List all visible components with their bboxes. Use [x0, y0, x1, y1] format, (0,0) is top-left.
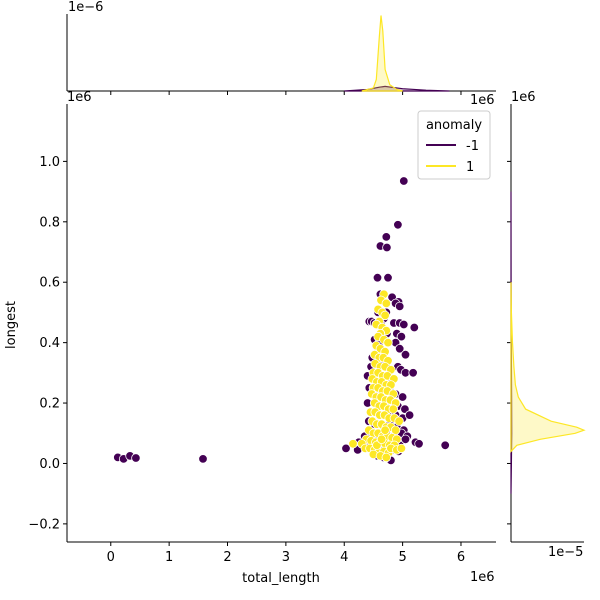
y-tick-label: 0.6: [39, 276, 60, 291]
scatter-point-anomaly-1: [376, 434, 387, 445]
y-tick-label: −0.2: [28, 517, 60, 532]
scatter-point-anomaly-neg1: [341, 443, 351, 454]
x-tick-label: 5: [398, 550, 406, 565]
scatter-point-anomaly-neg1: [383, 273, 393, 283]
right-marginal-kde: [507, 104, 586, 543]
y-tick-label: 0.4: [39, 336, 60, 351]
scatter-point-anomaly-neg1: [382, 242, 392, 253]
x-tick-label: 4: [340, 550, 348, 565]
scatter-point-anomaly-neg1: [404, 410, 415, 420]
x-tick-label: 2: [223, 550, 231, 565]
scatter-point-anomaly-neg1: [414, 439, 424, 449]
top-marginal-offset-label: 1e−6: [68, 0, 103, 15]
y-tick-label: 0.0: [39, 457, 60, 472]
scatter-point-anomaly-neg1: [395, 301, 405, 312]
scatter-point-anomaly-neg1: [198, 454, 208, 464]
x-offset-label-top: 1e6: [470, 93, 495, 108]
scatter-point-anomaly-neg1: [408, 368, 418, 378]
legend-label-anomaly-neg1: -1: [466, 139, 479, 154]
x-axis-label: total_length: [242, 571, 320, 586]
scatter-point-anomaly-neg1: [372, 273, 383, 283]
y-axis-label: longest: [4, 301, 19, 349]
x-tick-label: 0: [107, 550, 115, 565]
scatter-point-anomaly-neg1: [399, 176, 409, 186]
right-marginal-offset-label: 1e−5: [548, 545, 583, 560]
legend-label-anomaly-1: 1: [466, 160, 474, 175]
x-tick-label: 6: [457, 550, 465, 565]
scatter-point-anomaly-neg1: [399, 319, 409, 330]
scatter-point-anomaly-1: [380, 310, 390, 321]
scatter-point-anomaly-1: [381, 452, 392, 463]
scatter-point-anomaly-1: [388, 404, 399, 414]
main-scatter-plot: 0 1 2 3 4 5 6 −0.2 0.0 0.2 0.4 0.6 0.8 1.0: [28, 104, 496, 565]
scatter-point-anomaly-1: [390, 425, 401, 435]
top-marginal-kde: [66, 14, 496, 95]
x-tick-label: 1: [165, 550, 173, 565]
x-offset-label: 1e6: [470, 570, 495, 585]
scatter-point-anomaly-neg1: [440, 440, 450, 451]
scatter-point-anomaly-neg1: [395, 344, 405, 354]
legend-title: anomaly: [426, 118, 482, 133]
right-kde-anomaly-1: [510, 282, 586, 453]
scatter-point-anomaly-neg1: [400, 350, 411, 360]
scatter-point-anomaly-1: [380, 425, 390, 435]
scatter-point-anomaly-neg1: [131, 453, 141, 463]
x-tick-label: 3: [282, 550, 290, 565]
scatter-point-anomaly-1: [396, 443, 407, 454]
right-marginal-top-label: 1e6: [511, 90, 536, 105]
scatter-point-anomaly-1: [348, 439, 358, 449]
y-offset-label: 1e6: [67, 90, 92, 105]
scatter-point-anomaly-1: [383, 337, 393, 348]
scatter-point-anomaly-neg1: [397, 392, 408, 402]
top-kde-anomaly-1: [361, 15, 403, 92]
y-tick-label: 1.0: [39, 155, 60, 170]
scatter-point-anomaly-neg1: [409, 322, 420, 333]
scatter-point-anomaly-1: [394, 416, 404, 426]
y-tick-label: 0.8: [39, 215, 60, 230]
scatter-point-anomaly-neg1: [381, 232, 392, 242]
scatter-point-anomaly-1: [381, 298, 392, 309]
scatter-point-anomaly-neg1: [400, 434, 411, 445]
y-tick-label: 0.2: [39, 397, 60, 412]
scatter-point-anomaly-neg1: [396, 331, 407, 342]
scatter-point-anomaly-neg1: [393, 220, 403, 230]
legend: anomaly -1 1: [417, 110, 491, 180]
